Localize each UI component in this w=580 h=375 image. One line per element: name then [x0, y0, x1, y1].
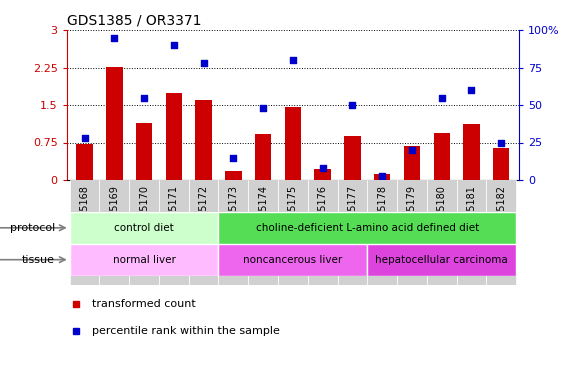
Bar: [487, 180, 516, 285]
Bar: [77, 144, 93, 180]
Bar: [427, 180, 456, 285]
Text: GSM35177: GSM35177: [347, 185, 357, 238]
Bar: [136, 123, 153, 180]
Bar: [225, 171, 241, 180]
Text: GSM35168: GSM35168: [79, 185, 89, 238]
Text: choline-deficient L-amino acid defined diet: choline-deficient L-amino acid defined d…: [256, 223, 479, 233]
Text: hepatocellular carcinoma: hepatocellular carcinoma: [375, 255, 508, 265]
Text: GSM35181: GSM35181: [466, 185, 477, 238]
Point: [199, 60, 208, 66]
Bar: [188, 180, 219, 285]
Bar: [129, 180, 159, 285]
Text: GSM35182: GSM35182: [496, 185, 506, 238]
Point: [467, 87, 476, 93]
Bar: [397, 180, 427, 285]
Bar: [159, 180, 188, 285]
Text: GSM35176: GSM35176: [318, 185, 328, 238]
Bar: [219, 212, 516, 244]
Text: GSM35179: GSM35179: [407, 185, 417, 238]
Point: [169, 42, 179, 48]
Bar: [99, 180, 129, 285]
Bar: [314, 168, 331, 180]
Text: GSM35169: GSM35169: [109, 185, 119, 238]
Text: GSM35171: GSM35171: [169, 185, 179, 238]
Point: [110, 34, 119, 40]
Text: noncancerous liver: noncancerous liver: [243, 255, 343, 265]
Text: GSM35173: GSM35173: [229, 185, 238, 238]
Bar: [278, 180, 308, 285]
Text: control diet: control diet: [114, 223, 174, 233]
Text: GSM35172: GSM35172: [198, 185, 209, 238]
Point: [259, 105, 268, 111]
Point: [80, 135, 89, 141]
Bar: [70, 212, 219, 244]
Point: [139, 94, 148, 100]
Point: [407, 147, 416, 153]
Bar: [219, 244, 367, 276]
Text: GSM35174: GSM35174: [258, 185, 268, 238]
Point: [437, 94, 447, 100]
Bar: [374, 174, 390, 180]
Point: [348, 102, 357, 108]
Bar: [433, 132, 450, 180]
Bar: [493, 147, 509, 180]
Text: protocol: protocol: [10, 223, 55, 233]
Text: GDS1385 / OR3371: GDS1385 / OR3371: [67, 13, 201, 27]
Bar: [106, 66, 122, 180]
Text: GSM35175: GSM35175: [288, 185, 298, 238]
Bar: [255, 134, 271, 180]
Bar: [367, 244, 516, 276]
Bar: [70, 244, 219, 276]
Text: GSM35178: GSM35178: [377, 185, 387, 238]
Point: [318, 165, 327, 171]
Text: percentile rank within the sample: percentile rank within the sample: [92, 326, 280, 336]
Bar: [463, 123, 480, 180]
Bar: [456, 180, 487, 285]
Bar: [338, 180, 367, 285]
Bar: [285, 106, 301, 180]
Bar: [367, 180, 397, 285]
Bar: [70, 180, 99, 285]
Text: tissue: tissue: [22, 255, 55, 265]
Bar: [219, 180, 248, 285]
Bar: [308, 180, 338, 285]
Point: [288, 57, 298, 63]
Bar: [345, 136, 361, 180]
Text: normal liver: normal liver: [113, 255, 176, 265]
Text: GSM35180: GSM35180: [437, 185, 447, 238]
Point: [229, 154, 238, 160]
Text: GSM35170: GSM35170: [139, 185, 149, 238]
Point: [378, 172, 387, 178]
Bar: [195, 100, 212, 180]
Text: transformed count: transformed count: [92, 299, 195, 309]
Bar: [404, 146, 420, 180]
Bar: [166, 93, 182, 180]
Bar: [248, 180, 278, 285]
Point: [496, 140, 506, 146]
